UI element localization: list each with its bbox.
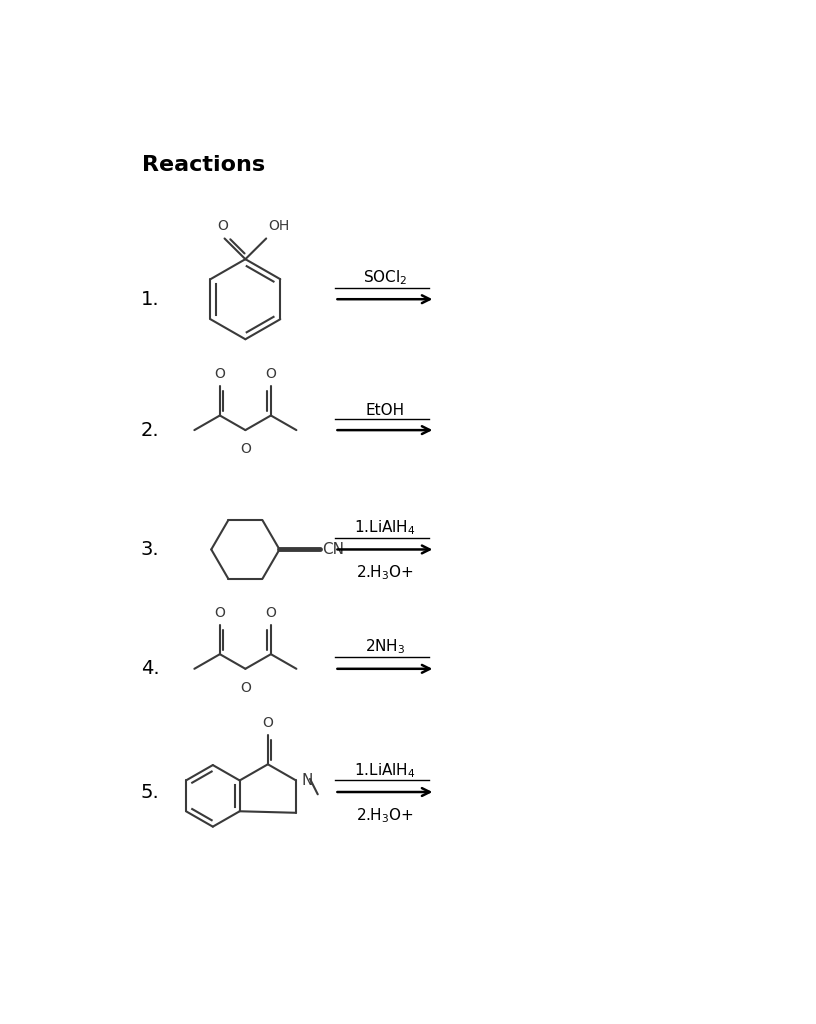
Text: O: O: [240, 442, 251, 457]
Text: SOCl$_{2}$: SOCl$_{2}$: [362, 268, 407, 287]
Text: 2.H$_{3}$O+: 2.H$_{3}$O+: [356, 563, 414, 582]
Text: CN: CN: [322, 542, 344, 557]
Text: 2.H$_{3}$O+: 2.H$_{3}$O+: [356, 806, 414, 824]
Text: OH: OH: [268, 219, 290, 233]
Text: N: N: [301, 773, 313, 787]
Text: 2.: 2.: [140, 421, 159, 439]
Text: O: O: [265, 605, 277, 620]
Text: 4.: 4.: [140, 659, 159, 678]
Text: EtOH: EtOH: [366, 402, 405, 418]
Text: O: O: [265, 367, 277, 381]
Text: O: O: [215, 367, 225, 381]
Text: 5.: 5.: [140, 782, 159, 802]
Text: 1.: 1.: [140, 290, 159, 308]
Text: 2NH$_{3}$: 2NH$_{3}$: [365, 638, 405, 656]
Text: O: O: [263, 717, 273, 730]
Text: O: O: [240, 681, 251, 695]
Text: O: O: [215, 605, 225, 620]
Text: 1.LiAlH$_{4}$: 1.LiAlH$_{4}$: [354, 518, 415, 538]
Text: 1.LiAlH$_{4}$: 1.LiAlH$_{4}$: [354, 761, 415, 779]
Text: O: O: [217, 219, 228, 233]
Text: Reactions: Reactions: [142, 156, 265, 175]
Text: 3.: 3.: [140, 540, 159, 559]
